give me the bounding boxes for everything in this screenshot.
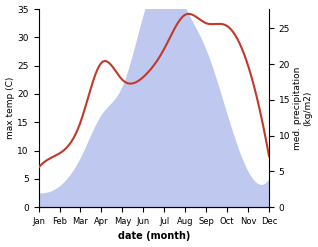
- Y-axis label: med. precipitation
(kg/m2): med. precipitation (kg/m2): [293, 66, 313, 150]
- Y-axis label: max temp (C): max temp (C): [5, 77, 15, 139]
- X-axis label: date (month): date (month): [118, 231, 190, 242]
